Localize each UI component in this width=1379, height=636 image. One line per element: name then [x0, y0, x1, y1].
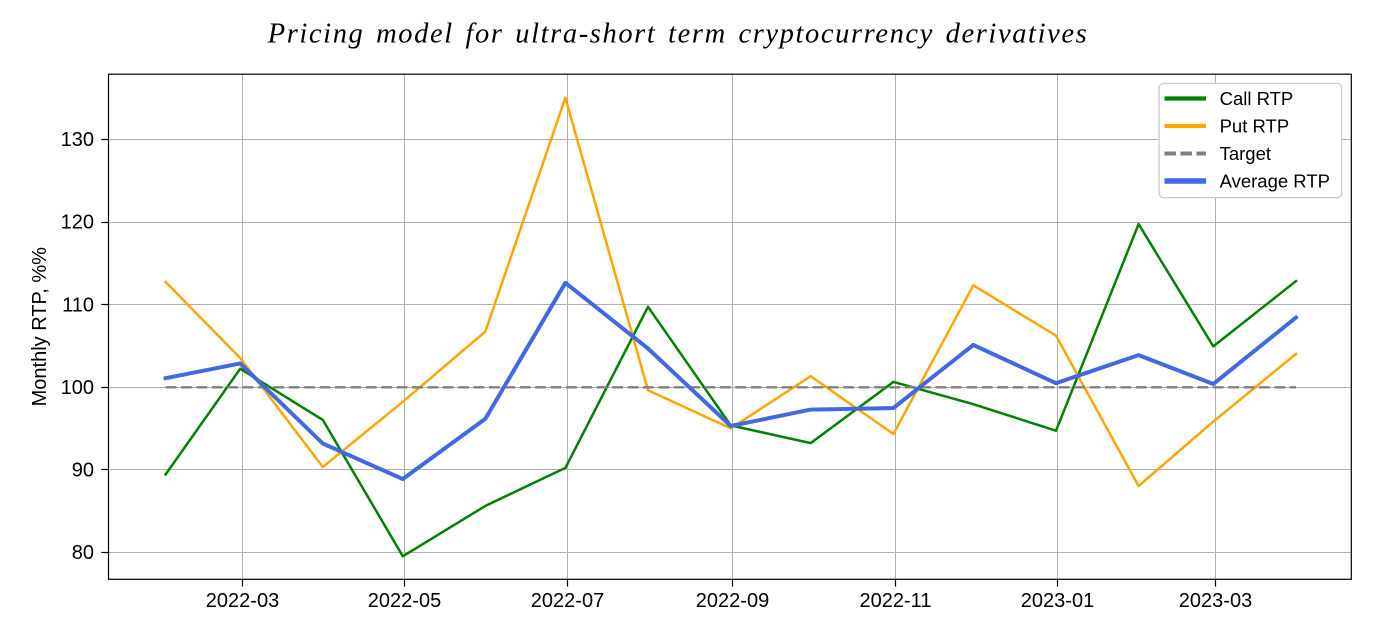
svg-text:Call RTP: Call RTP: [1220, 88, 1294, 109]
svg-text:2022-07: 2022-07: [531, 590, 604, 612]
svg-text:2022-05: 2022-05: [368, 590, 441, 612]
svg-text:2023-03: 2023-03: [1179, 590, 1252, 612]
svg-text:Put RTP: Put RTP: [1220, 115, 1290, 136]
svg-text:2022-03: 2022-03: [206, 590, 279, 612]
svg-text:Average RTP: Average RTP: [1220, 170, 1330, 191]
svg-text:Monthly RTP, %%: Monthly RTP, %%: [29, 247, 51, 407]
svg-text:130: 130: [61, 129, 94, 151]
svg-text:100: 100: [61, 377, 94, 399]
svg-text:Target: Target: [1220, 143, 1271, 164]
svg-text:2023-01: 2023-01: [1021, 590, 1094, 612]
svg-text:2022-11: 2022-11: [860, 590, 932, 612]
svg-text:2022-09: 2022-09: [696, 590, 769, 612]
svg-text:80: 80: [72, 542, 94, 564]
svg-text:110: 110: [62, 294, 94, 316]
svg-text:120: 120: [61, 212, 94, 234]
svg-text:90: 90: [72, 460, 94, 482]
svg-text:Pricing model for ultra-short: Pricing model for ultra-short term crypt…: [267, 19, 1089, 50]
